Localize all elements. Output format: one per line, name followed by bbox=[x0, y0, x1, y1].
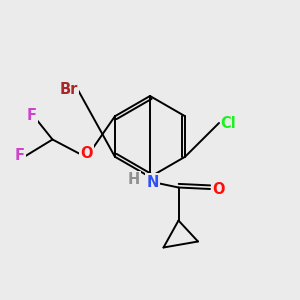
Text: F: F bbox=[15, 148, 25, 164]
Text: F: F bbox=[26, 108, 37, 123]
Text: Cl: Cl bbox=[221, 116, 236, 130]
Text: Br: Br bbox=[60, 82, 78, 98]
Text: O: O bbox=[80, 146, 92, 160]
Text: N: N bbox=[146, 175, 159, 190]
Text: H: H bbox=[128, 172, 140, 188]
Text: O: O bbox=[212, 182, 225, 196]
